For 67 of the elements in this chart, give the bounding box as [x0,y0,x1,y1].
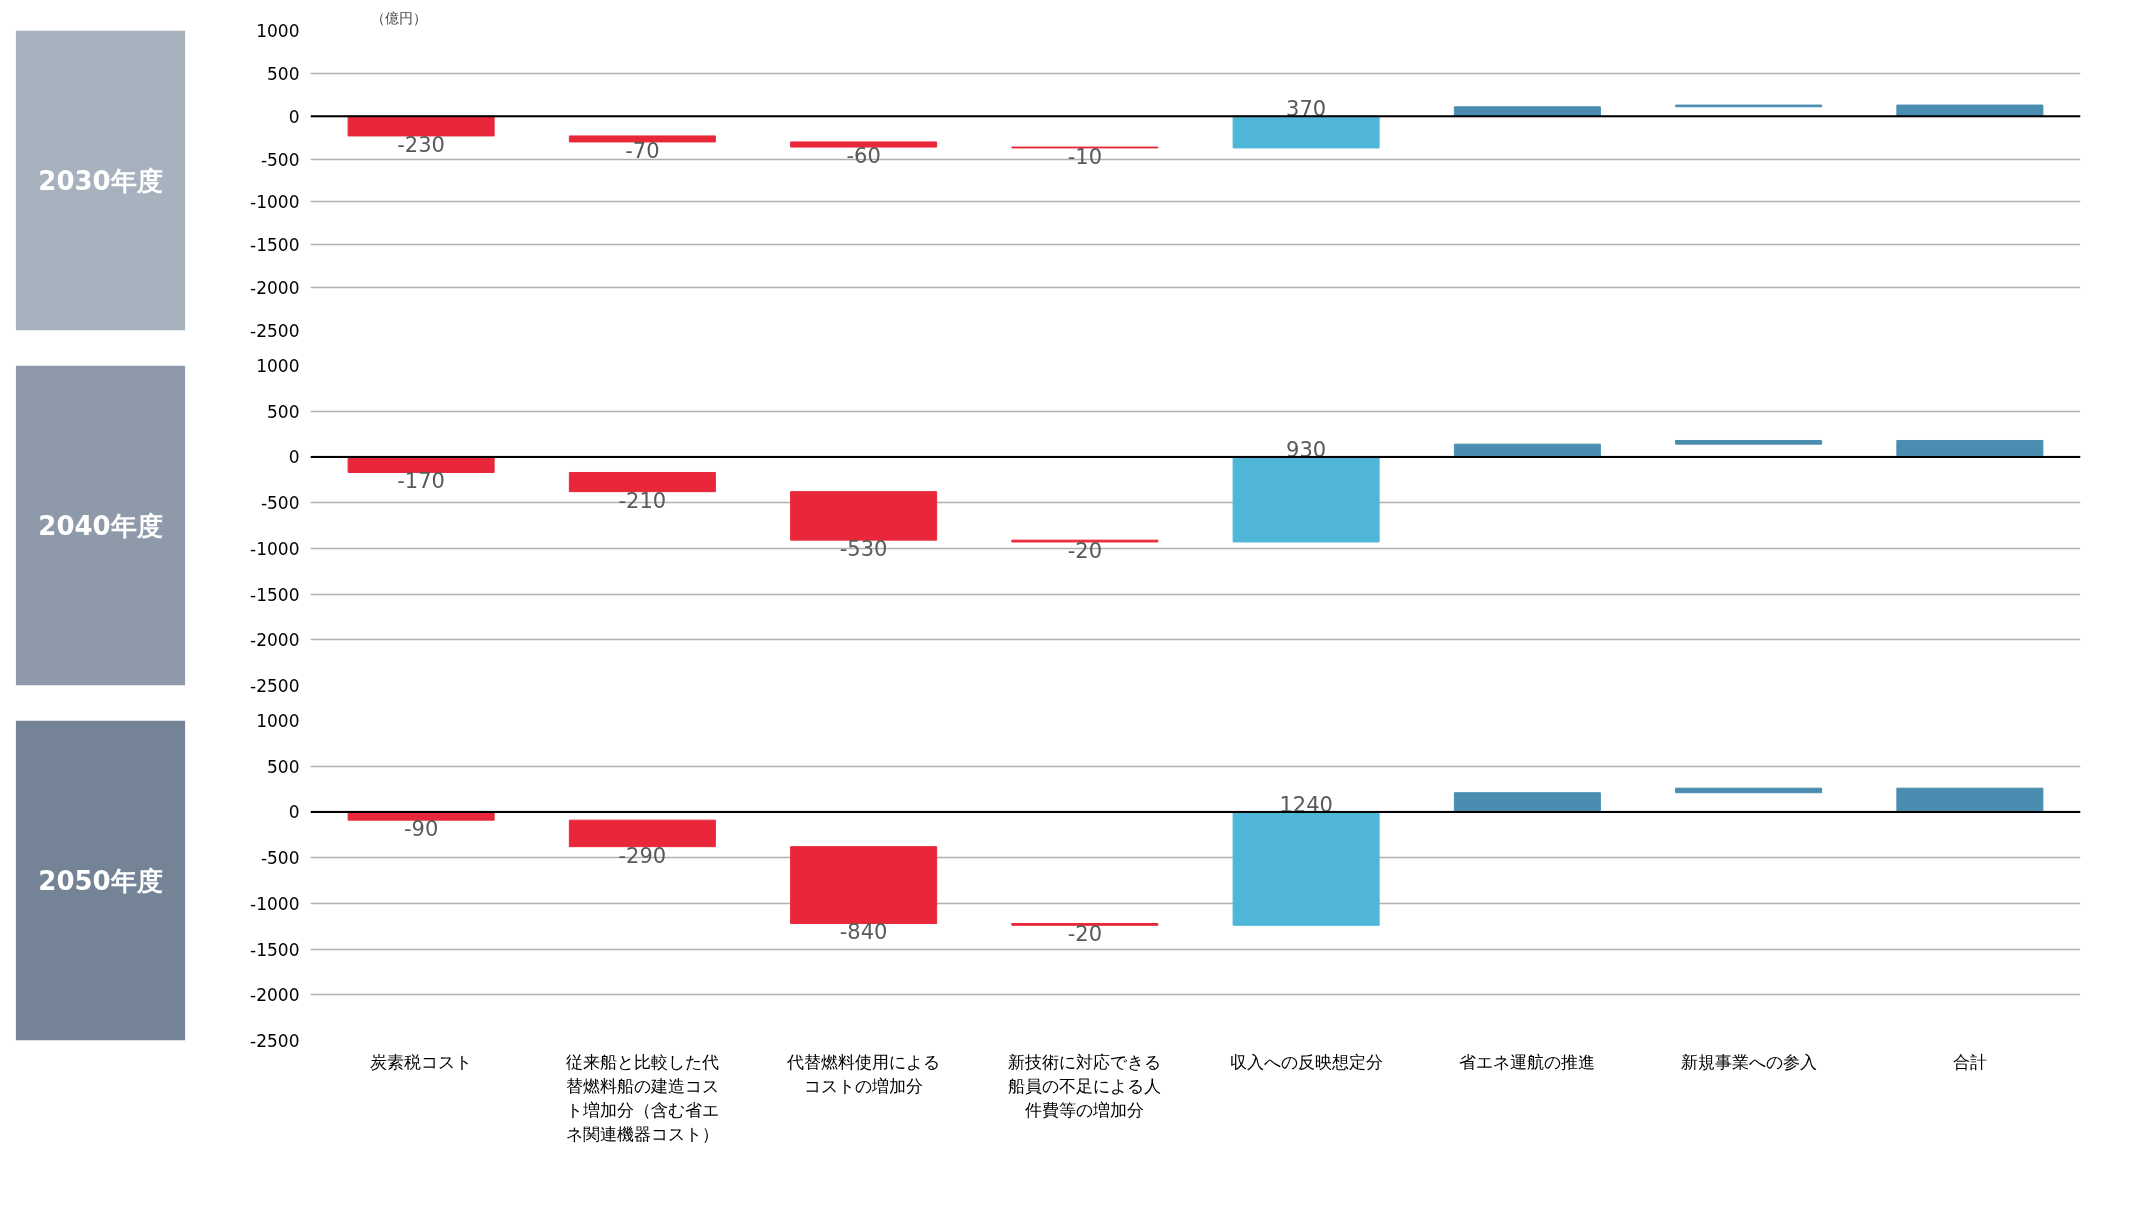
x-tick-label: 従来船と比較した代替燃料船の建造コスト増加分（含む省エネ関連機器コスト） [565,1051,719,1144]
text: 2030年度 [38,165,163,196]
bar [1675,787,1823,794]
y-tick-label: -500 [260,149,300,170]
text: 2050年度 [38,865,163,896]
data-label: -70 [625,138,660,163]
y-tick-label: -2000 [250,630,300,651]
data-label: -230 [397,132,445,157]
y-tick-label: 500 [267,756,300,777]
y-tick-label: -1500 [250,235,300,256]
y-tick-label: -1000 [250,538,300,559]
bar [568,819,716,848]
y-axis-title: （億円） [370,9,427,26]
y-tick-label: -2500 [250,676,300,696]
y-tick-label: 1000 [256,356,300,376]
x-tick-label: 代替燃料使用によるコストの増加分 [786,1051,941,1096]
bar [347,456,495,473]
data-label: -170 [397,469,445,494]
x-tick-label: 炭素税コスト [370,1051,473,1072]
data-label: -20 [1067,538,1103,563]
y-tick-label: -1000 [250,192,300,213]
y-tick-label: -2500 [250,321,300,341]
text: 2040年度 [38,510,163,541]
data-label: -210 [618,488,667,513]
bar [1896,787,2044,813]
x-tick-label: 省エネ運航の推進 [1459,1051,1596,1072]
y-tick-label: -2000 [250,985,300,1006]
y-tick-label: 0 [288,802,300,823]
y-tick-label: -500 [260,848,300,869]
x-tick-label: 収入への反映想定分 [1229,1051,1383,1072]
bar [347,115,495,137]
y-tick-label: 500 [267,63,300,84]
data-label: -290 [618,843,667,868]
y-tick-label: -1000 [250,893,300,914]
bar [1896,104,2044,117]
data-label: -20 [1067,922,1103,947]
data-label: -10 [1067,144,1103,169]
bar [790,846,938,924]
bar [1896,439,2044,458]
x-tick-label: 新規事業への参入 [1680,1051,1817,1072]
bar [568,471,716,493]
x-tick-label: 新技術に対応できる船員の不足による人件費等の増加分 [1008,1051,1162,1120]
bar [1232,811,1380,926]
y-tick-label: 1000 [256,711,300,731]
bar [1232,456,1380,543]
bar [1453,443,1601,458]
bar [1232,115,1380,149]
y-tick-label: -1500 [250,584,300,605]
y-tick-label: -2500 [250,1031,300,1051]
bar [568,135,716,143]
y-tick-label: 1000 [256,21,300,41]
x-tick-label: 合計 [1952,1051,1987,1072]
y-tick-label: -500 [260,493,300,514]
bar [790,491,938,541]
y-tick-label: 0 [288,106,300,127]
data-label: -840 [839,920,888,945]
y-tick-label: 500 [267,401,300,422]
bar [1675,439,1823,445]
data-label: 370 [1286,97,1327,122]
y-tick-label: -2000 [250,278,300,299]
data-label: -60 [846,144,881,169]
y-tick-label: -1500 [250,939,300,960]
data-label: -90 [403,817,439,842]
data-label: -530 [839,537,888,562]
bar [1453,792,1601,813]
bar [790,141,938,148]
y-tick-label: 0 [288,447,300,468]
